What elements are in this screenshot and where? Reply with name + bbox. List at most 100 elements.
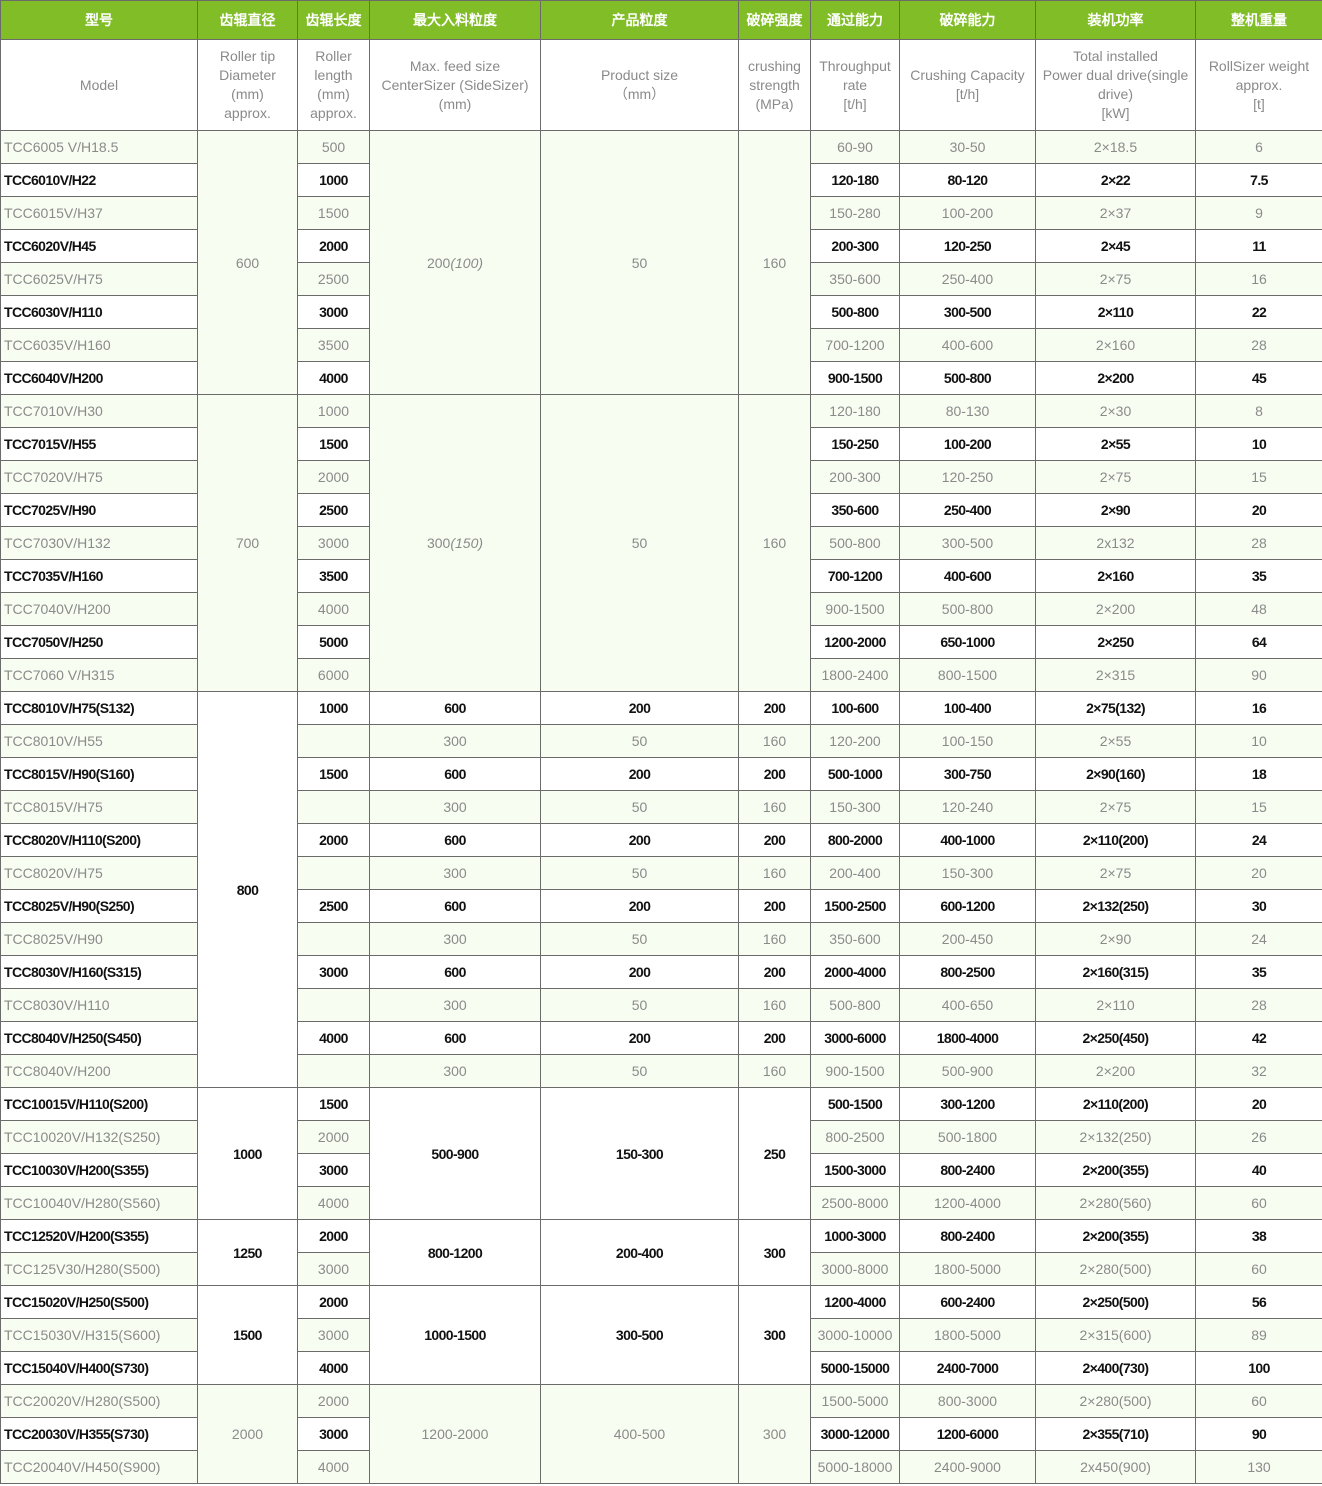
length-cell: 2000 — [297, 823, 370, 857]
model-cell: TCC7060 V/H315 — [0, 658, 198, 692]
product-size-cell: 50 — [540, 1054, 739, 1088]
power-cell: 2×160 — [1035, 559, 1196, 593]
power-cell: 2×45 — [1035, 229, 1196, 263]
product-size-cell: 50 — [540, 130, 739, 395]
subheader-feed-size: Max. feed size CenterSizer (SideSizer) (… — [369, 39, 541, 131]
power-cell: 2×132(250) — [1035, 889, 1196, 923]
feed-center-size: 800-1200 — [427, 1244, 483, 1261]
crushing-capacity-cell: 100-200 — [899, 196, 1036, 230]
model-cell: TCC10040V/H280(S560) — [0, 1186, 198, 1220]
length-cell — [297, 724, 370, 758]
model-cell: TCC6040V/H200 — [0, 361, 198, 395]
throughput-cell: 350-600 — [810, 922, 900, 956]
product-size-cell: 300-500 — [540, 1285, 739, 1385]
weight-cell: 64 — [1195, 625, 1322, 659]
feed-size-cell: 200(100) — [369, 130, 541, 395]
model-cell: TCC7010V/H30 — [0, 394, 198, 428]
length-cell: 2500 — [297, 889, 370, 923]
crushing-strength-cell: 300 — [738, 1285, 811, 1385]
length-cell: 1500 — [297, 427, 370, 461]
diameter-cell: 600 — [197, 130, 298, 395]
crushing-capacity-cell: 800-2400 — [899, 1219, 1036, 1253]
power-cell: 2×75 — [1035, 856, 1196, 890]
weight-cell: 42 — [1195, 1021, 1322, 1055]
model-cell: TCC10030V/H200(S355) — [0, 1153, 198, 1187]
product-size-cell: 200 — [540, 691, 739, 725]
length-cell: 3000 — [297, 526, 370, 560]
length-cell: 1500 — [297, 757, 370, 791]
crushing-capacity-cell: 200-450 — [899, 922, 1036, 956]
model-cell: TCC8010V/H55 — [0, 724, 198, 758]
throughput-cell: 2500-8000 — [810, 1186, 900, 1220]
throughput-cell: 2000-4000 — [810, 955, 900, 989]
crushing-capacity-cell: 600-1200 — [899, 889, 1036, 923]
product-size-cell: 50 — [540, 394, 739, 692]
subheader-product-size: Product size （mm） — [540, 39, 739, 131]
header-crushing-capacity: 破碎能力 — [899, 0, 1036, 40]
crushing-capacity-cell: 2400-7000 — [899, 1351, 1036, 1385]
throughput-cell: 3000-12000 — [810, 1417, 900, 1451]
subheader-model: Model — [0, 39, 198, 131]
feed-size-cell: 600 — [369, 955, 541, 989]
power-cell: 2x450(900) — [1035, 1450, 1196, 1484]
weight-cell: 48 — [1195, 592, 1322, 626]
crushing-capacity-cell: 300-750 — [899, 757, 1036, 791]
crushing-capacity-cell: 80-130 — [899, 394, 1036, 428]
model-cell: TCC15020V/H250(S500) — [0, 1285, 198, 1319]
power-cell: 2×55 — [1035, 427, 1196, 461]
diameter-cell: 1500 — [197, 1285, 298, 1385]
power-cell: 2×400(730) — [1035, 1351, 1196, 1385]
weight-cell: 90 — [1195, 658, 1322, 692]
crushing-capacity-cell: 150-300 — [899, 856, 1036, 890]
crushing-capacity-cell: 300-500 — [899, 526, 1036, 560]
feed-size-cell: 300 — [369, 922, 541, 956]
crushing-capacity-cell: 400-650 — [899, 988, 1036, 1022]
throughput-cell: 500-800 — [810, 526, 900, 560]
crushing-capacity-cell: 1800-5000 — [899, 1318, 1036, 1352]
length-cell: 2500 — [297, 262, 370, 296]
power-cell: 2×90 — [1035, 493, 1196, 527]
feed-side-size: (150) — [450, 535, 484, 551]
subheader-crushing-capacity: Crushing Capacity [t/h] — [899, 39, 1036, 131]
length-cell: 3500 — [297, 328, 370, 362]
crushing-strength-cell: 300 — [738, 1384, 811, 1484]
length-cell: 5000 — [297, 625, 370, 659]
table-row: TCC8025V/H90(S250) 2500 600 200 200 1500-2500… — [0, 889, 1322, 923]
crushing-capacity-cell: 30-50 — [899, 130, 1036, 164]
product-size-cell: 200 — [540, 823, 739, 857]
feed-size-cell: 300(150) — [369, 394, 541, 692]
table-row: TCC8015V/H90(S160) 1500 600 200 200 500-1000 3… — [0, 757, 1322, 791]
model-cell: TCC15040V/H400(S730) — [0, 1351, 198, 1385]
table-row: TCC15040V/H400(S730) 4000 5000-15000 2400-7… — [0, 1351, 1322, 1385]
table-row: TCC7050V/H250 5000 1200-2000 650-1000 2×250 6… — [0, 625, 1322, 659]
weight-cell: 9 — [1195, 196, 1322, 230]
model-cell: TCC7040V/H200 — [0, 592, 198, 626]
throughput-cell: 120-180 — [810, 394, 900, 428]
throughput-cell: 200-300 — [810, 229, 900, 263]
model-cell: TCC6030V/H110 — [0, 295, 198, 329]
product-size-cell: 200 — [540, 1021, 739, 1055]
throughput-cell: 500-1500 — [810, 1087, 900, 1121]
table-row: TCC7020V/H75 2000 200-300 120-250 2×75 15 — [0, 460, 1322, 494]
weight-cell: 45 — [1195, 361, 1322, 395]
crushing-capacity-cell: 500-800 — [899, 361, 1036, 395]
length-cell: 2000 — [297, 1384, 370, 1418]
weight-cell: 24 — [1195, 922, 1322, 956]
feed-center-size: 500-900 — [431, 1145, 479, 1162]
length-cell: 3000 — [297, 955, 370, 989]
throughput-cell: 800-2000 — [810, 823, 900, 857]
crushing-capacity-cell: 120-240 — [899, 790, 1036, 824]
weight-cell: 20 — [1195, 1087, 1322, 1121]
model-cell: TCC6015V/H37 — [0, 196, 198, 230]
table-row: TCC7025V/H90 2500 350-600 250-400 2×90 20 — [0, 493, 1322, 527]
power-cell: 2×30 — [1035, 394, 1196, 428]
model-cell: TCC8015V/H90(S160) — [0, 757, 198, 791]
weight-cell: 35 — [1195, 955, 1322, 989]
crushing-strength-cell: 200 — [738, 823, 811, 857]
throughput-cell: 500-1000 — [810, 757, 900, 791]
table-row: TCC12520V/H200(S355) 1250 2000 800-1200 200-… — [0, 1219, 1322, 1286]
power-cell: 2×90 — [1035, 922, 1196, 956]
weight-cell: 16 — [1195, 691, 1322, 725]
product-size-cell: 200-400 — [540, 1219, 739, 1286]
